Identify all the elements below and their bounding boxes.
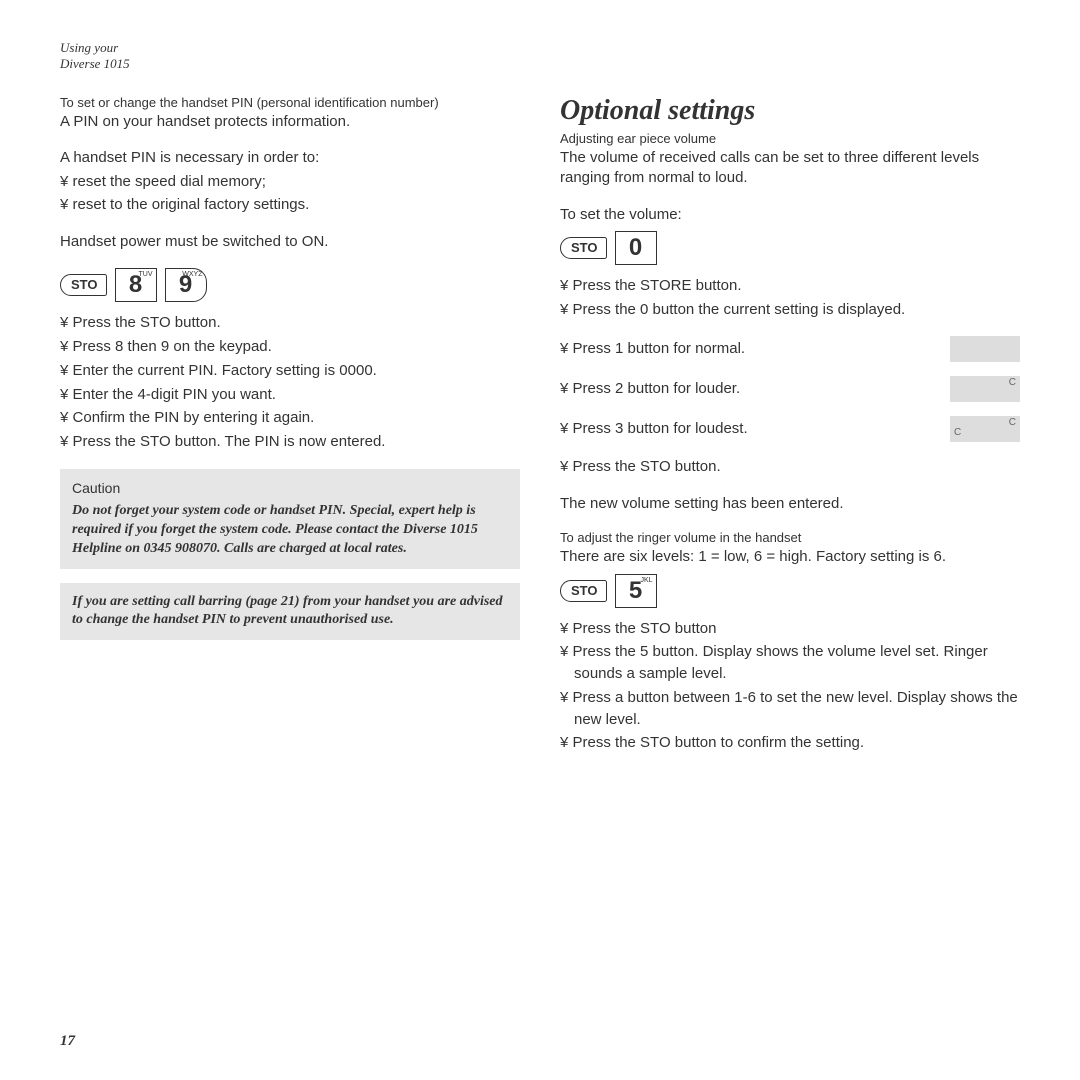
volume-row-normal: Press 1 button for normal. (560, 336, 1020, 362)
volume-row-loudest: Press 3 button for loudest. CC (560, 416, 1020, 442)
note-body: If you are setting call barring (page 21… (72, 593, 508, 631)
button-row: STO 0 (560, 231, 1020, 265)
ringer-subhead: To adjust the ringer volume in the hands… (560, 530, 1020, 545)
pin-needed-list: reset the speed dial memory; reset to th… (60, 171, 520, 217)
caution-title: Caution (72, 479, 508, 498)
list-item: Press the STO button. (560, 456, 1020, 478)
volume-row-louder: Press 2 button for louder. C (560, 376, 1020, 402)
list-item: Press the STO button. (60, 312, 520, 334)
button-row: STO 5JKL (560, 574, 1020, 608)
ringer-intro: There are six levels: 1 = low, 6 = high.… (560, 547, 1020, 567)
keypad-8-icon: 8TUV (115, 268, 157, 302)
page-number: 17 (60, 1033, 75, 1050)
caution-box: Caution Do not forget your system code o… (60, 469, 520, 569)
note-box: If you are setting call barring (page 21… (60, 583, 520, 641)
list-item: Press the STO button (560, 618, 1020, 640)
list-item: Press the 0 button the current setting i… (560, 299, 1020, 321)
volume-steps-a: Press the STORE button. Press the 0 butt… (560, 275, 1020, 321)
pin-steps: Press the STO button. Press 8 then 9 on … (60, 312, 520, 453)
list-item: Press 3 button for loudest. (560, 418, 748, 440)
pin-heading: To set or change the handset PIN (person… (60, 95, 520, 110)
header-line1: Using your (60, 40, 118, 55)
volume-indicator-1 (950, 336, 1020, 362)
sto-button-icon: STO (560, 237, 607, 259)
volume-intro: The volume of received calls can be set … (560, 148, 1020, 189)
volume-set-label: To set the volume: (560, 205, 1020, 225)
list-item: Press 1 button for normal. (560, 338, 745, 360)
list-item: Press the STORE button. (560, 275, 1020, 297)
list-item: Confirm the PIN by entering it again. (60, 407, 520, 429)
list-item: Press the STO button to confirm the sett… (560, 732, 1020, 754)
list-item: Press the STO button. The PIN is now ent… (60, 431, 520, 453)
list-item: Press 8 then 9 on the keypad. (60, 336, 520, 358)
keypad-5-icon: 5JKL (615, 574, 657, 608)
list-item: Enter the 4-digit PIN you want. (60, 384, 520, 406)
volume-indicator-2: C (950, 376, 1020, 402)
pin-intro: A PIN on your handset protects informati… (60, 112, 520, 132)
pin-needed: A handset PIN is necessary in order to: (60, 148, 520, 168)
list-item: Press the 5 button. Display shows the vo… (560, 641, 1020, 685)
list-item: Press a button between 1-6 to set the ne… (560, 687, 1020, 731)
volume-subhead: Adjusting ear piece volume (560, 131, 1020, 146)
volume-done: The new volume setting has been entered. (560, 494, 1020, 514)
list-item: Enter the current PIN. Factory setting i… (60, 360, 520, 382)
right-column: Optional settings Adjusting ear piece vo… (560, 95, 1020, 770)
volume-indicator-3: CC (950, 416, 1020, 442)
button-row: STO 8TUV 9WXYZ (60, 268, 520, 302)
sto-button-icon: STO (60, 274, 107, 296)
sto-button-icon: STO (560, 580, 607, 602)
ringer-steps: Press the STO button Press the 5 button.… (560, 618, 1020, 755)
list-item: reset the speed dial memory; (60, 171, 520, 193)
left-column: To set or change the handset PIN (person… (60, 95, 520, 770)
list-item: reset to the original factory settings. (60, 194, 520, 216)
list-item: Press 2 button for louder. (560, 378, 740, 400)
page-header: Using your Diverse 1015 (60, 40, 1020, 71)
volume-step-end: Press the STO button. (560, 456, 1020, 478)
header-line2: Diverse 1015 (60, 56, 130, 71)
optional-settings-title: Optional settings (560, 95, 1020, 127)
keypad-0-icon: 0 (615, 231, 657, 265)
keypad-9-icon: 9WXYZ (165, 268, 207, 302)
caution-body: Do not forget your system code or handse… (72, 502, 508, 559)
power-note: Handset power must be switched to ON. (60, 232, 520, 252)
